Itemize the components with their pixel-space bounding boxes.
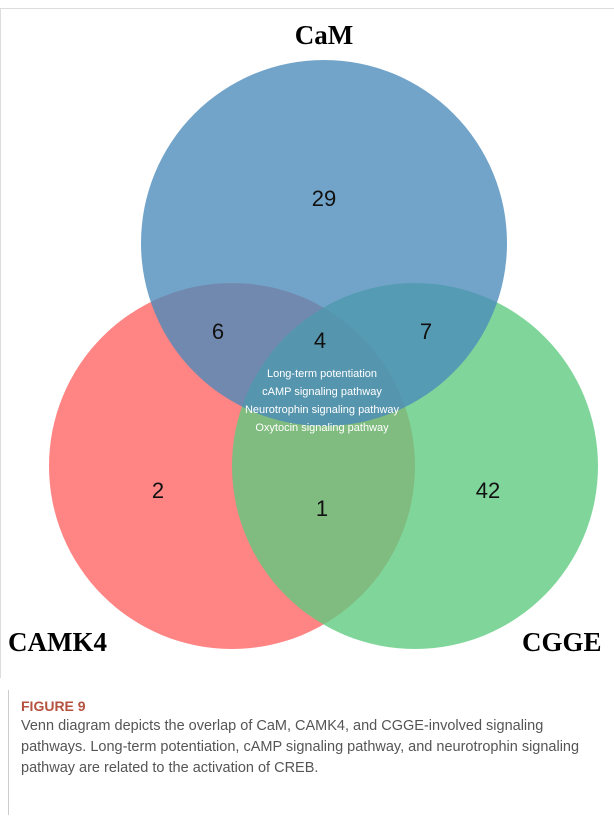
set-circle [141, 60, 507, 426]
annotation: cAMP signaling pathway [262, 386, 382, 398]
venn-chart: CaM CAMK4 CGGE 29 6 4 7 2 1 42 Long-term potentiat… [8, 20, 602, 657]
figure-frame [0, 8, 614, 678]
region-count: 42 [476, 478, 500, 503]
annotation: Neurotrophin signaling pathway [245, 404, 400, 416]
set-label: CaM [295, 20, 353, 50]
caption: FIGURE 9 Venn diagram depicts the overla… [8, 690, 608, 815]
caption-label: FIGURE 9 [21, 698, 86, 714]
region-count: 29 [312, 186, 336, 211]
region-count: 1 [316, 496, 328, 521]
region-count: 7 [420, 319, 432, 344]
set-label: CGGE [522, 627, 602, 657]
caption-text: Venn diagram depicts the overlap of CaM,… [21, 718, 580, 776]
annotation: Long-term potentiation [267, 368, 377, 380]
annotation: Oxytocin signaling pathway [255, 422, 389, 434]
region-count: 4 [314, 328, 326, 353]
region-count: 6 [212, 319, 224, 344]
set-label: CAMK4 [8, 627, 107, 657]
region-count: 2 [152, 478, 164, 503]
